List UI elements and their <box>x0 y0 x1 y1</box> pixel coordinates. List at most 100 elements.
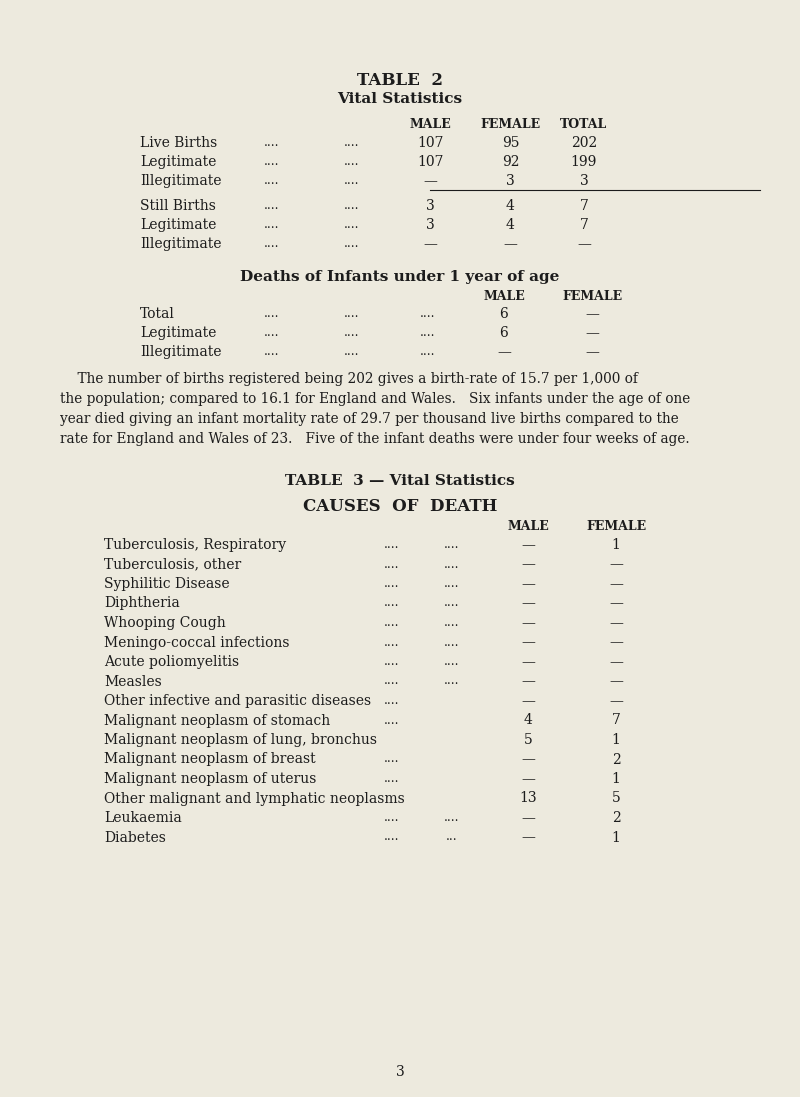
Text: —: — <box>423 174 438 188</box>
Text: —: — <box>609 577 623 591</box>
Text: 3: 3 <box>506 174 514 188</box>
Text: ....: .... <box>444 597 460 610</box>
Text: Whooping Cough: Whooping Cough <box>104 617 226 630</box>
Text: Diabetes: Diabetes <box>104 830 166 845</box>
Text: —: — <box>609 597 623 611</box>
Text: 3: 3 <box>580 174 588 188</box>
Text: Illegitimate: Illegitimate <box>140 237 222 251</box>
Text: ....: .... <box>444 811 460 824</box>
Text: Diphtheria: Diphtheria <box>104 597 180 611</box>
Text: 107: 107 <box>417 136 444 150</box>
Text: —: — <box>585 307 599 321</box>
Text: ....: .... <box>384 655 400 668</box>
Text: —: — <box>609 557 623 572</box>
Text: ....: .... <box>344 344 360 358</box>
Text: ....: .... <box>444 617 460 629</box>
Text: —: — <box>609 675 623 689</box>
Text: MALE: MALE <box>507 520 549 533</box>
Text: CAUSES  OF  DEATH: CAUSES OF DEATH <box>303 498 497 514</box>
Text: ....: .... <box>264 307 280 320</box>
Text: 2: 2 <box>612 753 620 767</box>
Text: 3: 3 <box>426 218 434 231</box>
Text: 4: 4 <box>523 713 533 727</box>
Text: FEMALE: FEMALE <box>562 290 622 303</box>
Text: Acute poliomyelitis: Acute poliomyelitis <box>104 655 239 669</box>
Text: 7: 7 <box>579 199 589 213</box>
Text: ....: .... <box>384 713 400 726</box>
Text: 95: 95 <box>502 136 519 150</box>
Text: ....: .... <box>384 811 400 824</box>
Text: ....: .... <box>344 199 360 212</box>
Text: 1: 1 <box>611 772 621 785</box>
Text: Vital Statistics: Vital Statistics <box>338 92 462 106</box>
Text: ....: .... <box>384 753 400 766</box>
Text: —: — <box>609 655 623 669</box>
Text: Tuberculosis, other: Tuberculosis, other <box>104 557 242 572</box>
Text: ....: .... <box>444 557 460 570</box>
Text: Malignant neoplasm of breast: Malignant neoplasm of breast <box>104 753 316 767</box>
Text: The number of births registered being 202 gives a birth-rate of 15.7 per 1,000 o: The number of births registered being 20… <box>60 372 638 386</box>
Text: ....: .... <box>444 655 460 668</box>
Text: Syphilitic Disease: Syphilitic Disease <box>104 577 230 591</box>
Text: —: — <box>521 577 535 591</box>
Text: 1: 1 <box>611 733 621 747</box>
Text: Legitimate: Legitimate <box>140 155 216 169</box>
Text: 1: 1 <box>611 830 621 845</box>
Text: 107: 107 <box>417 155 444 169</box>
Text: 2: 2 <box>612 811 620 825</box>
Text: ....: .... <box>264 218 280 231</box>
Text: ....: .... <box>384 538 400 551</box>
Text: 7: 7 <box>611 713 621 727</box>
Text: FEMALE: FEMALE <box>586 520 646 533</box>
Text: ....: .... <box>384 617 400 629</box>
Text: ....: .... <box>444 577 460 590</box>
Text: —: — <box>521 811 535 825</box>
Text: TABLE  3 — Vital Statistics: TABLE 3 — Vital Statistics <box>285 474 515 488</box>
Text: ....: .... <box>344 326 360 339</box>
Text: —: — <box>521 694 535 708</box>
Text: —: — <box>503 237 518 251</box>
Text: 5: 5 <box>612 792 620 805</box>
Text: Tuberculosis, Respiratory: Tuberculosis, Respiratory <box>104 538 286 552</box>
Text: ....: .... <box>264 326 280 339</box>
Text: Malignant neoplasm of uterus: Malignant neoplasm of uterus <box>104 772 316 785</box>
Text: ....: .... <box>384 675 400 688</box>
Text: Still Births: Still Births <box>140 199 216 213</box>
Text: 3: 3 <box>396 1065 404 1079</box>
Text: 199: 199 <box>571 155 597 169</box>
Text: ....: .... <box>264 136 280 149</box>
Text: Illegitimate: Illegitimate <box>140 344 222 359</box>
Text: TABLE  2: TABLE 2 <box>357 72 443 89</box>
Text: 92: 92 <box>502 155 519 169</box>
Text: TOTAL: TOTAL <box>560 118 608 131</box>
Text: 6: 6 <box>500 307 508 321</box>
Text: 4: 4 <box>506 218 515 231</box>
Text: 4: 4 <box>506 199 515 213</box>
Text: ....: .... <box>384 597 400 610</box>
Text: —: — <box>577 237 591 251</box>
Text: ....: .... <box>264 155 280 168</box>
Text: ....: .... <box>384 772 400 785</box>
Text: ....: .... <box>444 635 460 648</box>
Text: ....: .... <box>384 694 400 706</box>
Text: —: — <box>521 675 535 689</box>
Text: the population; compared to 16.1 for England and Wales.   Six infants under the : the population; compared to 16.1 for Eng… <box>60 392 690 406</box>
Text: 202: 202 <box>571 136 597 150</box>
Text: ....: .... <box>344 136 360 149</box>
Text: ....: .... <box>420 326 436 339</box>
Text: —: — <box>521 597 535 611</box>
Text: MALE: MALE <box>483 290 525 303</box>
Text: —: — <box>521 772 535 785</box>
Text: rate for England and Wales of 23.   Five of the infant deaths were under four we: rate for England and Wales of 23. Five o… <box>60 432 690 446</box>
Text: ....: .... <box>444 538 460 551</box>
Text: ....: .... <box>384 635 400 648</box>
Text: year died giving an infant mortality rate of 29.7 per thousand live births compa: year died giving an infant mortality rat… <box>60 412 678 426</box>
Text: ...: ... <box>446 830 458 844</box>
Text: —: — <box>609 694 623 708</box>
Text: Legitimate: Legitimate <box>140 326 216 340</box>
Text: 5: 5 <box>524 733 532 747</box>
Text: ....: .... <box>384 577 400 590</box>
Text: Other malignant and lymphatic neoplasms: Other malignant and lymphatic neoplasms <box>104 792 405 805</box>
Text: 1: 1 <box>611 538 621 552</box>
Text: 13: 13 <box>519 792 537 805</box>
